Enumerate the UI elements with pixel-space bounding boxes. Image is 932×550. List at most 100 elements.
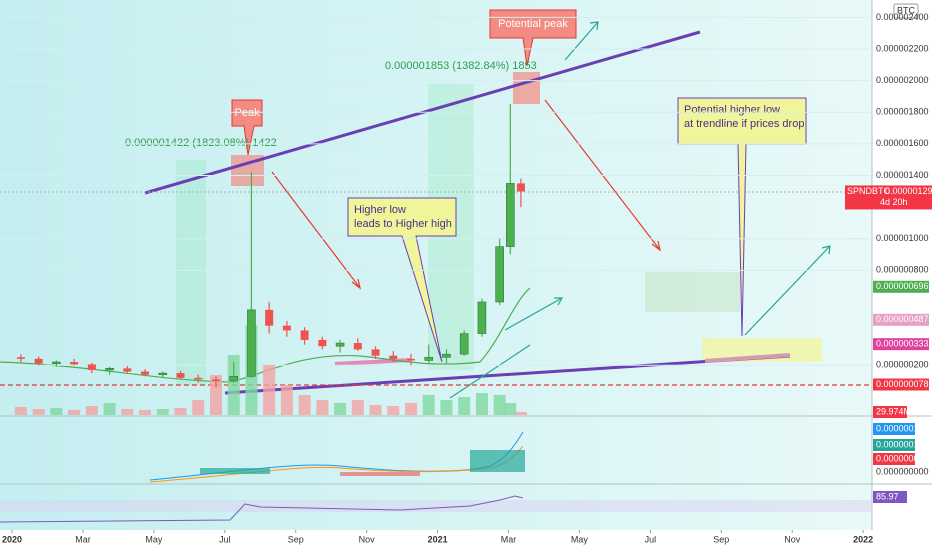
target-zone [645, 272, 740, 312]
volume-bar [280, 385, 293, 415]
x-tick-label: Mar [75, 534, 91, 544]
volume-bar [121, 409, 134, 415]
price-tag [873, 338, 929, 351]
volume-bar [32, 409, 45, 415]
price-tag-label: 0.000000078 [876, 379, 929, 389]
candle-body [211, 379, 220, 382]
volume-bar [227, 355, 240, 415]
volume-bar [369, 405, 382, 415]
rsi-tag [873, 491, 907, 503]
arrow [504, 297, 564, 331]
candle-body [477, 301, 487, 334]
x-tick-label: 2022 [853, 534, 873, 544]
candle-body [247, 309, 256, 377]
volume-bar [334, 403, 347, 415]
candle-body [389, 355, 398, 359]
price-tag [873, 313, 929, 326]
candle-body [371, 349, 380, 356]
y-tick-label: 0.000002200 [876, 43, 929, 53]
time-axis [0, 530, 872, 550]
price-tag-label: 0.000000487 [876, 314, 929, 324]
arrow [564, 21, 599, 61]
volume-bar [14, 407, 27, 415]
candle-body [52, 361, 61, 364]
volume-bar [85, 406, 98, 415]
measure-zone [176, 160, 206, 385]
callout [489, 9, 577, 67]
measure-label: 0.000001853 (1382.84%) 1853 [385, 60, 537, 72]
volume-bar [174, 408, 187, 415]
candle-body [105, 368, 114, 371]
candle-body [123, 368, 132, 372]
volume-bar [192, 400, 205, 415]
candle-body [459, 333, 469, 355]
x-tick-label: Jul [219, 534, 231, 544]
currency-badge [893, 3, 919, 19]
y-tick-label: 0.000001800 [876, 107, 929, 117]
price-tag-label: 0.000000696 [876, 281, 929, 291]
volume-bar [263, 365, 276, 415]
last-price-label: 0.000001299 [885, 186, 932, 196]
candle-body [158, 372, 168, 375]
candle-body [318, 339, 327, 347]
moving-average [704, 353, 791, 363]
volume-bar [209, 375, 222, 415]
x-tick-label: 2021 [428, 534, 448, 544]
x-tick-label: Sep [288, 534, 304, 544]
candle-body [34, 358, 43, 364]
symbol-label: SPNDBTC [847, 186, 891, 196]
candle-body [16, 357, 25, 359]
volume-label: 29.974M [876, 406, 911, 416]
y-tick-label: 0.000001600 [876, 138, 929, 148]
candle-body [194, 377, 203, 380]
rsi-line [0, 495, 524, 523]
candle-body [282, 325, 291, 331]
macd-label: 0.000000073 [876, 453, 929, 463]
candle-body [335, 342, 345, 347]
callout-text: Potential higher low [684, 104, 780, 116]
volume-bar [351, 400, 364, 415]
trendline [224, 354, 791, 395]
x-tick-label: Nov [784, 534, 801, 544]
candle-body [495, 246, 504, 303]
callout-text: Higher low [354, 204, 406, 216]
arrow [271, 171, 361, 290]
candle-body [70, 362, 79, 365]
volume-bar [156, 409, 169, 415]
volume-bar [68, 410, 81, 415]
callout [347, 197, 457, 363]
candle-body [300, 330, 309, 340]
candle-body [516, 183, 525, 192]
x-tick-label: May [145, 534, 163, 544]
green-arrows [449, 21, 831, 399]
x-tick-label: 2020 [2, 534, 22, 544]
callout-text: Peak [234, 107, 260, 119]
y-tick-label: 0.000002000 [876, 75, 929, 85]
macd-tag [873, 439, 915, 451]
candle-body [505, 183, 515, 247]
macd-histogram [200, 468, 270, 474]
y-tick-label: 0.000000800 [876, 265, 929, 275]
candle-body [176, 373, 185, 378]
candle-body [353, 343, 362, 350]
volume-bar [493, 395, 506, 415]
volume-bar [103, 403, 116, 415]
y-tick-label: 0.000001400 [876, 170, 929, 180]
macd-tag [873, 453, 915, 465]
x-tick-label: Jul [645, 534, 657, 544]
volume-tag [873, 406, 907, 418]
x-tick-label: Sep [713, 534, 729, 544]
x-tick-label: Mar [501, 534, 517, 544]
volume-bar [514, 412, 527, 415]
macd-label: 0.000000193 [876, 423, 929, 433]
candle-body [229, 375, 238, 382]
y-tick-label: 0.000002400 [876, 12, 929, 22]
macd-histogram [340, 472, 420, 476]
candle-body [265, 309, 274, 326]
rsi-band [0, 500, 872, 512]
volume-bar [298, 395, 311, 415]
y-tick-label: 0.000001000 [876, 233, 929, 243]
price-tag [873, 280, 929, 293]
candle-body [442, 353, 451, 358]
